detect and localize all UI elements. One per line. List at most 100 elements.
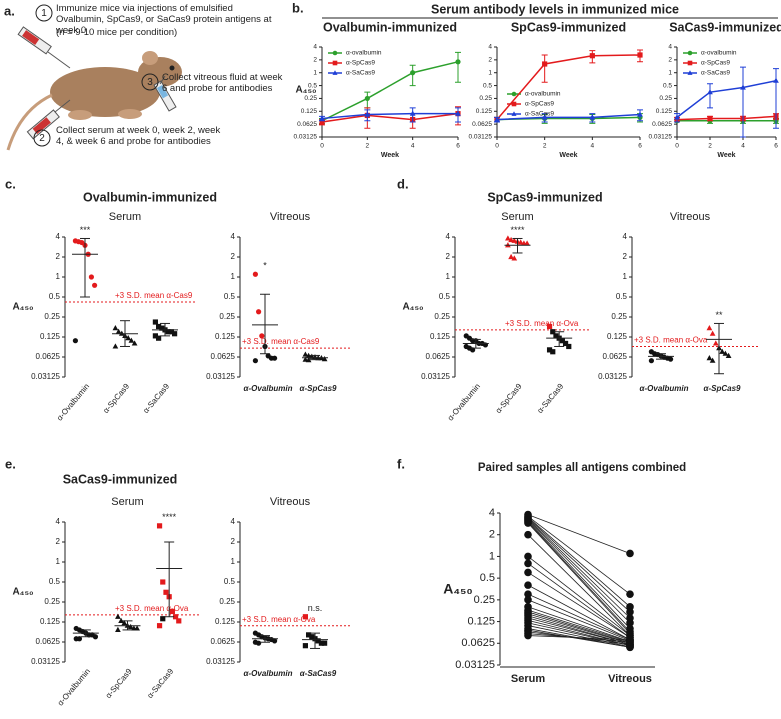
marker-circle	[524, 568, 532, 577]
y-axis-label: A₄₅₀	[295, 85, 316, 96]
significance: *	[263, 261, 267, 271]
y-tick-label: 0.0625	[461, 637, 495, 649]
panel-label: d.	[397, 176, 409, 191]
x-tick-label: Serum	[511, 673, 545, 685]
pair-line	[527, 619, 631, 647]
error-bar	[740, 66, 746, 138]
marker-triangle	[505, 235, 511, 241]
marker-triangle	[112, 325, 119, 331]
y-tick-label: 0.5	[49, 292, 61, 301]
marker-triangle	[706, 355, 713, 361]
x-axis-label: Week	[559, 152, 577, 159]
pair-line	[527, 611, 631, 644]
x-tick-label: α-SaCas9	[300, 669, 337, 678]
significance: n.s.	[308, 603, 323, 613]
marker-square	[160, 579, 166, 585]
marker-square	[550, 349, 556, 355]
marker-triangle	[364, 111, 371, 117]
panel-label: a.	[4, 3, 15, 18]
marker-circle	[524, 631, 532, 640]
y-tick-label: 0.25	[659, 95, 672, 102]
x-tick-label: α-SpCas9	[101, 381, 131, 415]
marker-circle	[626, 635, 634, 644]
x-tick-label: 2	[543, 143, 547, 150]
y-tick-label: 0.5	[439, 292, 451, 301]
marker-triangle	[332, 70, 338, 75]
panel-subtitle: Vitreous	[270, 496, 311, 508]
step-text: Collect vitreous fluid at week 6 and pro…	[162, 72, 283, 94]
threshold-label: +3 S.D. mean α-Ova	[242, 615, 316, 624]
panel-label: b.	[292, 0, 304, 15]
marker-square	[156, 335, 162, 341]
y-tick-label: 1	[56, 272, 61, 281]
threshold-label: +3 S.D. mean α-Ova	[505, 319, 579, 328]
y-tick-label: 0.5	[483, 82, 492, 89]
pair-line	[527, 516, 631, 608]
pair-line	[527, 563, 631, 638]
y-tick-label: 0.5	[616, 292, 628, 301]
marker-circle	[252, 271, 258, 277]
pair-line	[527, 635, 631, 641]
y-tick-label: 0.0625	[472, 121, 492, 128]
x-axis-label: Week	[381, 152, 399, 159]
marker-circle	[524, 596, 532, 604]
y-tick-label: 0.5	[308, 82, 317, 89]
step-text: Collect serum at week 0, week 2, week 4,…	[56, 125, 221, 147]
pair-line	[527, 629, 631, 648]
marker-square	[546, 347, 553, 353]
marker-triangle	[305, 352, 312, 358]
marker-circle	[626, 549, 634, 558]
x-tick-label: α-Ovalbumin	[244, 669, 293, 678]
pair-line	[527, 517, 631, 613]
marker-triangle	[773, 77, 779, 83]
marker-triangle	[709, 330, 716, 336]
y-tick-label: 0.25	[304, 95, 317, 102]
pair-line	[527, 519, 631, 624]
y-tick-label: 0.25	[219, 597, 235, 606]
threshold-label: +3 S.D. mean α-Cas9	[242, 337, 320, 346]
threshold-label: +3 S.D. mean α-Cas9	[115, 291, 193, 300]
pair-line	[527, 593, 631, 641]
y-tick-label: 2	[446, 252, 451, 261]
error-bar	[409, 64, 416, 87]
marker-square	[306, 632, 312, 638]
marker-triangle	[128, 337, 135, 343]
marker-triangle	[125, 335, 132, 341]
step-number: 3	[147, 77, 153, 88]
y-tick-label: 1	[489, 550, 495, 562]
x-tick-label: 4	[591, 143, 595, 150]
y-tick-label: 1	[313, 69, 317, 76]
x-tick-label: α-SpCas9	[704, 384, 742, 393]
marker-triangle	[722, 350, 729, 356]
marker-square	[163, 589, 169, 595]
pair-line	[527, 572, 631, 638]
y-tick-label: 4	[56, 232, 61, 241]
y-tick-label: 0.5	[224, 292, 236, 301]
marker-square	[156, 323, 162, 330]
x-tick-label: 0	[320, 143, 324, 150]
y-tick-label: 1	[668, 69, 672, 76]
x-tick-label: α-SpCas9	[300, 384, 338, 393]
marker-triangle	[118, 617, 124, 623]
marker-circle	[455, 59, 461, 65]
series-line	[676, 79, 777, 118]
x-tick-label: 6	[774, 143, 778, 150]
marker-circle	[76, 636, 83, 642]
marker-circle	[92, 282, 98, 288]
marker-circle	[626, 590, 634, 598]
pair-line	[527, 521, 631, 633]
legend-label: α-SpCas9	[346, 60, 375, 67]
pair-line	[527, 534, 631, 636]
marker-triangle	[115, 626, 121, 632]
y-tick-label: 1	[446, 272, 451, 281]
y-tick-label: 4	[489, 507, 495, 519]
marker-triangle	[712, 340, 719, 346]
y-tick-label: 0.03125	[598, 372, 627, 381]
error-bar	[707, 83, 713, 109]
significance: ***	[80, 225, 91, 235]
y-tick-label: 0.125	[40, 617, 61, 626]
marker-circle	[256, 640, 262, 646]
y-tick-label: 4	[231, 232, 236, 241]
marker-circle	[626, 619, 634, 627]
series-line	[496, 113, 641, 121]
